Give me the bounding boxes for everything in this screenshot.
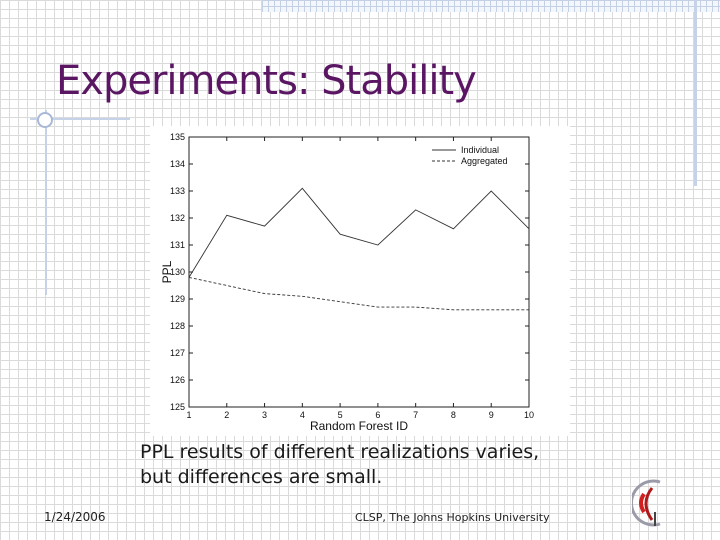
y-tick-label: 131 (170, 240, 185, 250)
y-tick-label: 134 (170, 159, 185, 169)
footer-date: 1/24/2006 (44, 510, 106, 524)
title-accent-circle (37, 112, 53, 128)
y-tick-label: 133 (170, 186, 185, 196)
y-tick-label: 128 (170, 321, 185, 331)
x-tick-label: 5 (338, 410, 343, 420)
chart-legend: Individual Aggregated (432, 145, 508, 166)
x-tick-label: 3 (262, 410, 267, 420)
y-tick-label: 130 (170, 267, 185, 277)
university-logo (632, 479, 661, 527)
x-tick-label: 9 (489, 410, 494, 420)
x-tick-label: 6 (375, 410, 380, 420)
logo-stem (654, 512, 656, 526)
caption-line-1: PPL results of different realizations va… (140, 441, 540, 463)
series-line-individual (188, 187, 530, 278)
series-line-aggregated (188, 276, 529, 311)
caption-line-2: but differences are small. (140, 466, 383, 488)
logo-outer-arc (632, 479, 661, 527)
x-tick-label: 10 (524, 410, 534, 420)
logo-red-mark (639, 492, 646, 514)
title-accent-horizontal-line (30, 118, 130, 120)
stability-line-chart: 125 126 127 128 129 130 131 132 133 134 135 1 2 3 4 5 6… (150, 126, 570, 436)
x-tick-label: 4 (300, 410, 305, 420)
y-tick-label: 132 (170, 213, 185, 223)
x-tick-label: 8 (451, 410, 456, 420)
y-tick-label: 135 (170, 132, 185, 142)
footer-organization: CLSP, The Johns Hopkins University (355, 511, 550, 524)
y-tick-label: 126 (170, 375, 185, 385)
y-tick-label: 125 (170, 402, 185, 412)
x-tick-label: 2 (224, 410, 229, 420)
series-lines (188, 187, 530, 311)
title-accent-vertical-line (45, 110, 47, 295)
y-tick-label: 129 (170, 294, 185, 304)
x-axis-label: Random Forest ID (310, 419, 408, 433)
legend-label-individual: Individual (461, 145, 499, 155)
x-tick-label: 7 (413, 410, 418, 420)
y-axis-label: PPL (160, 260, 174, 283)
header-texture-band (262, 0, 720, 12)
slide-caption: PPL results of different realizations va… (140, 440, 539, 490)
x-axis-ticks: 1 2 3 4 5 6 7 8 9 10 (186, 137, 534, 420)
logo-inner-arc (644, 487, 654, 521)
x-tick-label: 1 (186, 410, 191, 420)
y-tick-label: 127 (170, 348, 185, 358)
right-accent-line (694, 0, 697, 186)
y-axis-ticks: 125 126 127 128 129 130 131 132 133 134 135 (170, 132, 529, 412)
slide-title: Experiments: Stability (56, 58, 477, 104)
legend-label-aggregated: Aggregated (461, 156, 508, 166)
plot-area (188, 136, 530, 408)
